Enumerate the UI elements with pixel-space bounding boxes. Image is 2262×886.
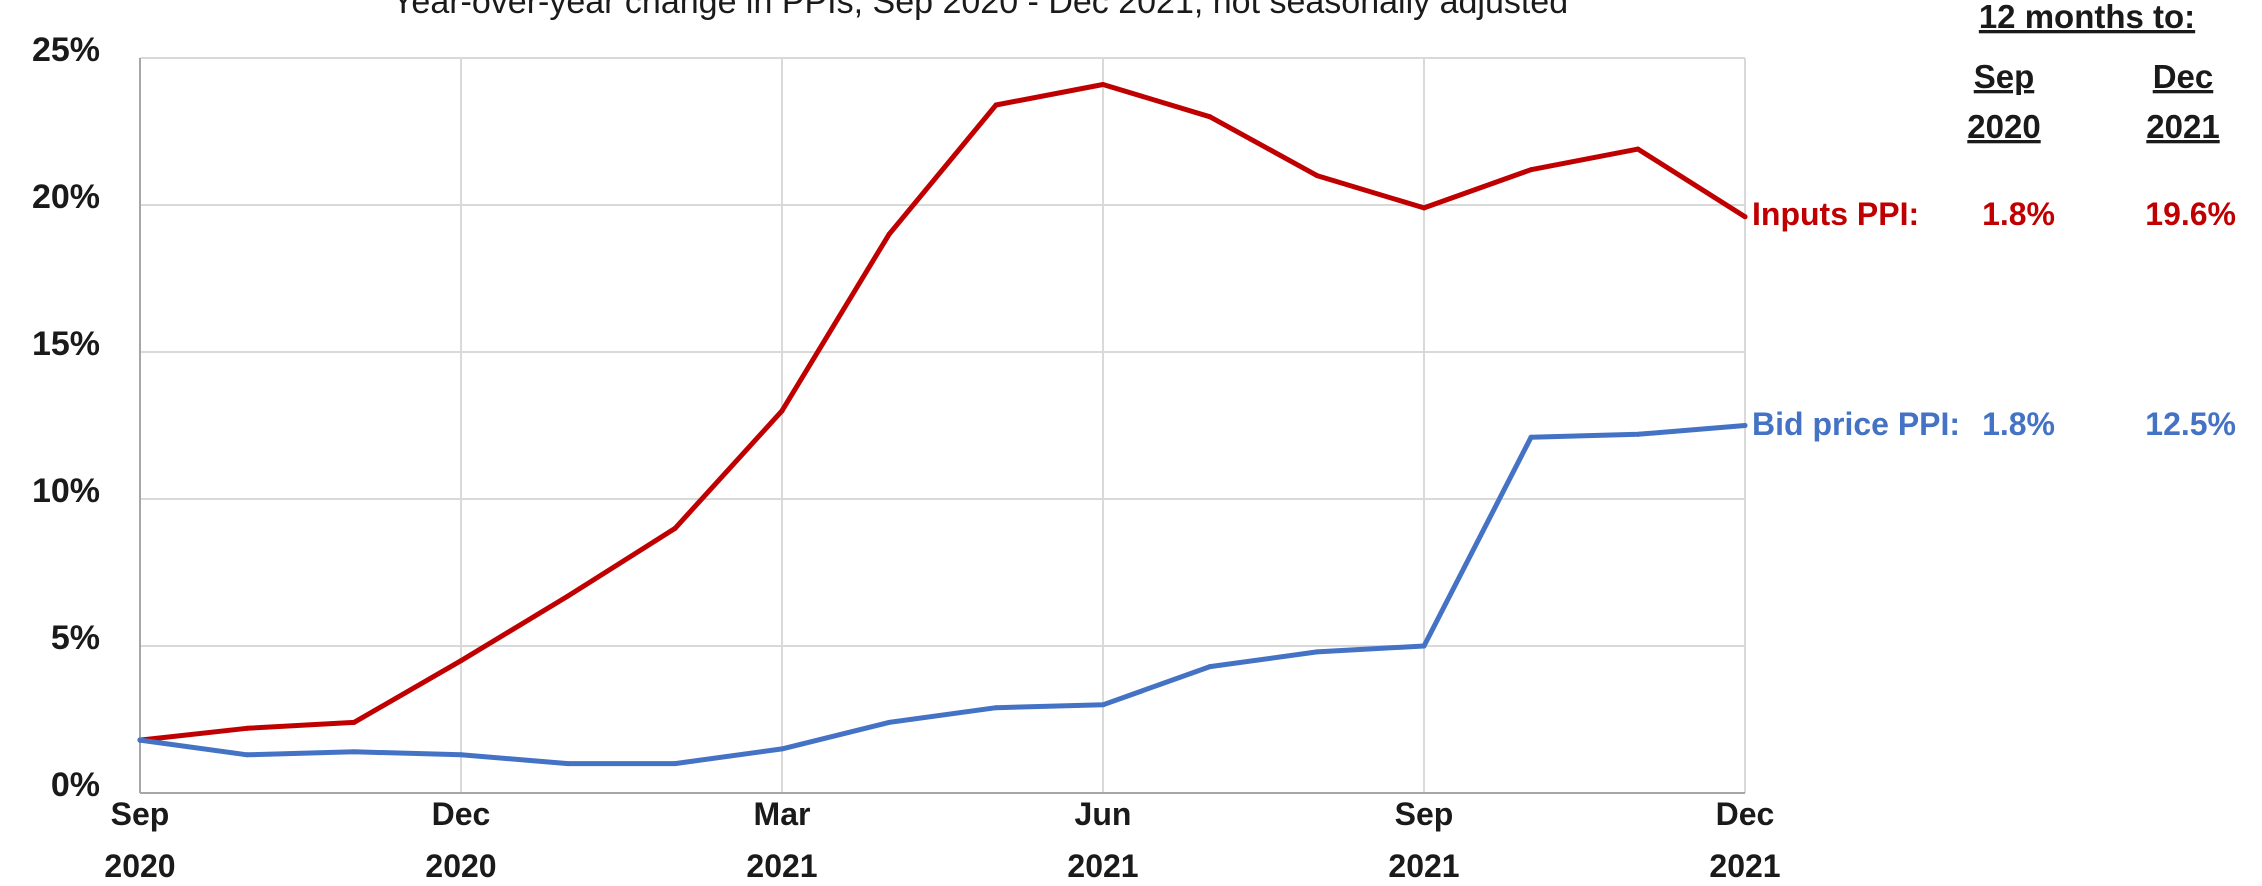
data-point-bid-price-ppi-3 — [458, 752, 464, 758]
y-tick-label-1: 5% — [51, 619, 100, 657]
data-point-bid-price-ppi-11 — [1314, 649, 1320, 655]
x-tick-3: Jun 2021 — [1067, 796, 1138, 884]
x-axis-ticks: Sep 2020 Dec 2020 Mar 2021 Jun 2021 Sep 2021 Dec 20… — [104, 796, 1780, 884]
table-col-1-line1: Sep — [1974, 58, 2035, 95]
data-point-bid-price-ppi-8 — [993, 705, 999, 711]
data-point-inputs-ppi-1 — [244, 725, 250, 731]
data-point-bid-price-ppi-0 — [137, 737, 143, 743]
x-tick-month-2: Mar — [754, 796, 811, 832]
data-point-bid-price-ppi-14 — [1635, 431, 1641, 437]
series-inputs-ppi — [137, 81, 1748, 743]
table-row-bid-dec2021: 12.5% — [2145, 406, 2236, 442]
chart-subtitle: Year-over-year change in PPIs, Sep 2020 … — [392, 0, 1568, 21]
data-point-inputs-ppi-12 — [1421, 205, 1427, 211]
data-point-bid-price-ppi-1 — [244, 752, 250, 758]
data-point-bid-price-ppi-13 — [1528, 434, 1534, 440]
data-point-inputs-ppi-2 — [351, 719, 357, 725]
data-point-bid-price-ppi-7 — [886, 719, 892, 725]
y-tick-label-5: 25% — [32, 31, 100, 69]
data-point-bid-price-ppi-4 — [565, 761, 571, 767]
y-tick-label-3: 15% — [32, 325, 100, 363]
x-tick-month-0: Sep — [111, 796, 170, 832]
data-point-inputs-ppi-13 — [1528, 167, 1534, 173]
data-point-inputs-ppi-8 — [993, 102, 999, 108]
data-point-inputs-ppi-11 — [1314, 173, 1320, 179]
series-bid-price-ppi — [137, 423, 1748, 767]
data-point-inputs-ppi-10 — [1207, 114, 1213, 120]
x-tick-0: Sep 2020 — [104, 796, 175, 884]
data-point-bid-price-ppi-12 — [1421, 643, 1427, 649]
data-point-inputs-ppi-14 — [1635, 146, 1641, 152]
x-tick-month-5: Dec — [1716, 796, 1775, 832]
x-tick-year-5: 2021 — [1709, 848, 1780, 884]
data-point-bid-price-ppi-10 — [1207, 664, 1213, 670]
data-point-bid-price-ppi-5 — [672, 761, 678, 767]
y-tick-label-2: 10% — [32, 472, 100, 510]
x-tick-year-2: 2021 — [746, 848, 817, 884]
table-col-2-line1: Dec — [2153, 58, 2214, 95]
data-point-bid-price-ppi-2 — [351, 749, 357, 755]
data-point-inputs-ppi-6 — [779, 408, 785, 414]
data-point-inputs-ppi-4 — [565, 593, 571, 599]
y-tick-label-4: 20% — [32, 178, 100, 216]
y-tick-label-0: 0% — [51, 766, 100, 804]
table-row-bid-label: Bid price PPI: — [1752, 406, 1960, 442]
table-col-1-line2: 2020 — [1967, 108, 2040, 145]
series-line-bid-price-ppi — [137, 423, 1748, 767]
x-tick-4: Sep 2021 — [1388, 796, 1459, 884]
table-col-2-line2: 2021 — [2146, 108, 2219, 145]
x-tick-month-3: Jun — [1075, 796, 1132, 832]
data-point-inputs-ppi-9 — [1100, 81, 1106, 87]
table-row-inputs-sep2020: 1.8% — [1982, 196, 2055, 232]
data-point-bid-price-ppi-15 — [1742, 423, 1748, 428]
x-tick-month-4: Sep — [1395, 796, 1454, 832]
x-tick-1: Dec 2020 — [425, 796, 496, 884]
x-tick-year-4: 2021 — [1388, 848, 1459, 884]
data-point-bid-price-ppi-6 — [779, 746, 785, 752]
series — [137, 81, 1748, 767]
data-point-inputs-ppi-7 — [886, 231, 892, 237]
x-tick-2: Mar 2021 — [746, 796, 817, 884]
data-point-bid-price-ppi-9 — [1100, 702, 1106, 708]
table-header: 12 months to: — [1979, 0, 2195, 35]
axes — [139, 58, 1745, 794]
x-tick-5: Dec 2021 — [1709, 796, 1780, 884]
data-point-inputs-ppi-3 — [458, 658, 464, 664]
data-point-inputs-ppi-15 — [1742, 214, 1748, 220]
table-row-bid-sep2020: 1.8% — [1982, 406, 2055, 442]
summary-table: 12 months to: Sep 2020 Dec 2021 Inputs P… — [1752, 0, 2236, 442]
x-tick-month-1: Dec — [432, 796, 491, 832]
series-line-inputs-ppi — [137, 82, 1748, 743]
grid — [140, 57, 1746, 793]
x-tick-year-3: 2021 — [1067, 848, 1138, 884]
x-tick-year-0: 2020 — [104, 848, 175, 884]
y-axis-ticks: 0% 5% 10% 15% 20% 25% — [32, 31, 100, 804]
table-row-inputs-dec2021: 19.6% — [2145, 196, 2236, 232]
table-row-inputs-label: Inputs PPI: — [1752, 196, 1919, 232]
data-point-inputs-ppi-5 — [672, 525, 678, 531]
x-tick-year-1: 2020 — [425, 848, 496, 884]
